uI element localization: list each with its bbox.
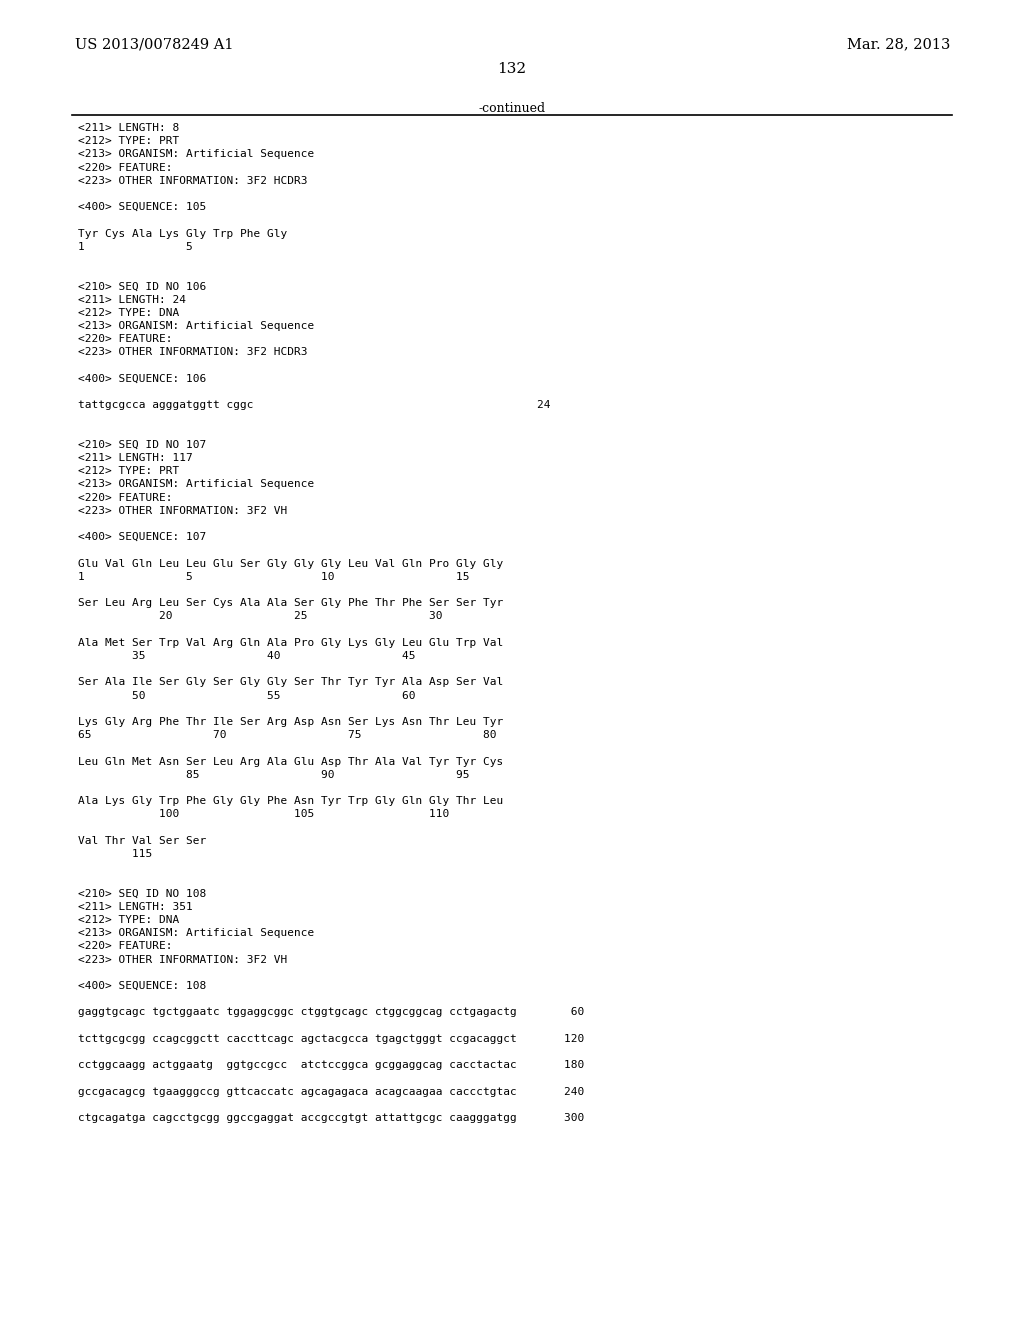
Text: Glu Val Gln Leu Leu Glu Ser Gly Gly Gly Leu Val Gln Pro Gly Gly: Glu Val Gln Leu Leu Glu Ser Gly Gly Gly … <box>78 558 503 569</box>
Text: 35                  40                  45: 35 40 45 <box>78 651 416 661</box>
Text: 1               5: 1 5 <box>78 242 193 252</box>
Text: Mar. 28, 2013: Mar. 28, 2013 <box>847 37 950 51</box>
Text: Ser Leu Arg Leu Ser Cys Ala Ala Ser Gly Phe Thr Phe Ser Ser Tyr: Ser Leu Arg Leu Ser Cys Ala Ala Ser Gly … <box>78 598 503 609</box>
Text: gaggtgcagc tgctggaatc tggaggcggc ctggtgcagc ctggcggcag cctgagactg        60: gaggtgcagc tgctggaatc tggaggcggc ctggtgc… <box>78 1007 585 1018</box>
Text: <211> LENGTH: 8: <211> LENGTH: 8 <box>78 123 179 133</box>
Text: 1               5                   10                  15: 1 5 10 15 <box>78 572 469 582</box>
Text: <210> SEQ ID NO 108: <210> SEQ ID NO 108 <box>78 888 206 899</box>
Text: <400> SEQUENCE: 106: <400> SEQUENCE: 106 <box>78 374 206 384</box>
Text: <400> SEQUENCE: 108: <400> SEQUENCE: 108 <box>78 981 206 991</box>
Text: <220> FEATURE:: <220> FEATURE: <box>78 941 172 952</box>
Text: -continued: -continued <box>478 102 546 115</box>
Text: <211> LENGTH: 117: <211> LENGTH: 117 <box>78 453 193 463</box>
Text: Leu Gln Met Asn Ser Leu Arg Ala Glu Asp Thr Ala Val Tyr Tyr Cys: Leu Gln Met Asn Ser Leu Arg Ala Glu Asp … <box>78 756 503 767</box>
Text: 50                  55                  60: 50 55 60 <box>78 690 416 701</box>
Text: <220> FEATURE:: <220> FEATURE: <box>78 162 172 173</box>
Text: 100                 105                 110: 100 105 110 <box>78 809 450 820</box>
Text: US 2013/0078249 A1: US 2013/0078249 A1 <box>75 37 233 51</box>
Text: <223> OTHER INFORMATION: 3F2 VH: <223> OTHER INFORMATION: 3F2 VH <box>78 506 288 516</box>
Text: <223> OTHER INFORMATION: 3F2 VH: <223> OTHER INFORMATION: 3F2 VH <box>78 954 288 965</box>
Text: <223> OTHER INFORMATION: 3F2 HCDR3: <223> OTHER INFORMATION: 3F2 HCDR3 <box>78 347 307 358</box>
Text: 85                  90                  95: 85 90 95 <box>78 770 469 780</box>
Text: <223> OTHER INFORMATION: 3F2 HCDR3: <223> OTHER INFORMATION: 3F2 HCDR3 <box>78 176 307 186</box>
Text: Ala Lys Gly Trp Phe Gly Gly Phe Asn Tyr Trp Gly Gln Gly Thr Leu: Ala Lys Gly Trp Phe Gly Gly Phe Asn Tyr … <box>78 796 503 807</box>
Text: <212> TYPE: DNA: <212> TYPE: DNA <box>78 308 179 318</box>
Text: cctggcaagg actggaatg  ggtgccgcc  atctccggca gcggaggcag cacctactac       180: cctggcaagg actggaatg ggtgccgcc atctccggc… <box>78 1060 585 1071</box>
Text: <212> TYPE: PRT: <212> TYPE: PRT <box>78 466 179 477</box>
Text: <210> SEQ ID NO 107: <210> SEQ ID NO 107 <box>78 440 206 450</box>
Text: <400> SEQUENCE: 107: <400> SEQUENCE: 107 <box>78 532 206 543</box>
Text: Lys Gly Arg Phe Thr Ile Ser Arg Asp Asn Ser Lys Asn Thr Leu Tyr: Lys Gly Arg Phe Thr Ile Ser Arg Asp Asn … <box>78 717 503 727</box>
Text: 20                  25                  30: 20 25 30 <box>78 611 442 622</box>
Text: <220> FEATURE:: <220> FEATURE: <box>78 334 172 345</box>
Text: <212> TYPE: DNA: <212> TYPE: DNA <box>78 915 179 925</box>
Text: <213> ORGANISM: Artificial Sequence: <213> ORGANISM: Artificial Sequence <box>78 149 314 160</box>
Text: Val Thr Val Ser Ser: Val Thr Val Ser Ser <box>78 836 206 846</box>
Text: <400> SEQUENCE: 105: <400> SEQUENCE: 105 <box>78 202 206 213</box>
Text: gccgacagcg tgaagggccg gttcaccatc agcagagaca acagcaagaa caccctgtac       240: gccgacagcg tgaagggccg gttcaccatc agcagag… <box>78 1086 585 1097</box>
Text: Tyr Cys Ala Lys Gly Trp Phe Gly: Tyr Cys Ala Lys Gly Trp Phe Gly <box>78 228 288 239</box>
Text: <211> LENGTH: 351: <211> LENGTH: 351 <box>78 902 193 912</box>
Text: <212> TYPE: PRT: <212> TYPE: PRT <box>78 136 179 147</box>
Text: tattgcgcca agggatggtt cggc                                          24: tattgcgcca agggatggtt cggc 24 <box>78 400 551 411</box>
Text: Ala Met Ser Trp Val Arg Gln Ala Pro Gly Lys Gly Leu Glu Trp Val: Ala Met Ser Trp Val Arg Gln Ala Pro Gly … <box>78 638 503 648</box>
Text: <213> ORGANISM: Artificial Sequence: <213> ORGANISM: Artificial Sequence <box>78 479 314 490</box>
Text: <220> FEATURE:: <220> FEATURE: <box>78 492 172 503</box>
Text: <210> SEQ ID NO 106: <210> SEQ ID NO 106 <box>78 281 206 292</box>
Text: 132: 132 <box>498 62 526 77</box>
Text: <213> ORGANISM: Artificial Sequence: <213> ORGANISM: Artificial Sequence <box>78 321 314 331</box>
Text: 65                  70                  75                  80: 65 70 75 80 <box>78 730 497 741</box>
Text: <213> ORGANISM: Artificial Sequence: <213> ORGANISM: Artificial Sequence <box>78 928 314 939</box>
Text: 115: 115 <box>78 849 153 859</box>
Text: <211> LENGTH: 24: <211> LENGTH: 24 <box>78 294 186 305</box>
Text: tcttgcgcgg ccagcggctt caccttcagc agctacgcca tgagctgggt ccgacaggct       120: tcttgcgcgg ccagcggctt caccttcagc agctacg… <box>78 1034 585 1044</box>
Text: Ser Ala Ile Ser Gly Ser Gly Gly Ser Thr Tyr Tyr Ala Asp Ser Val: Ser Ala Ile Ser Gly Ser Gly Gly Ser Thr … <box>78 677 503 688</box>
Text: ctgcagatga cagcctgcgg ggccgaggat accgccgtgt attattgcgc caagggatgg       300: ctgcagatga cagcctgcgg ggccgaggat accgccg… <box>78 1113 585 1123</box>
